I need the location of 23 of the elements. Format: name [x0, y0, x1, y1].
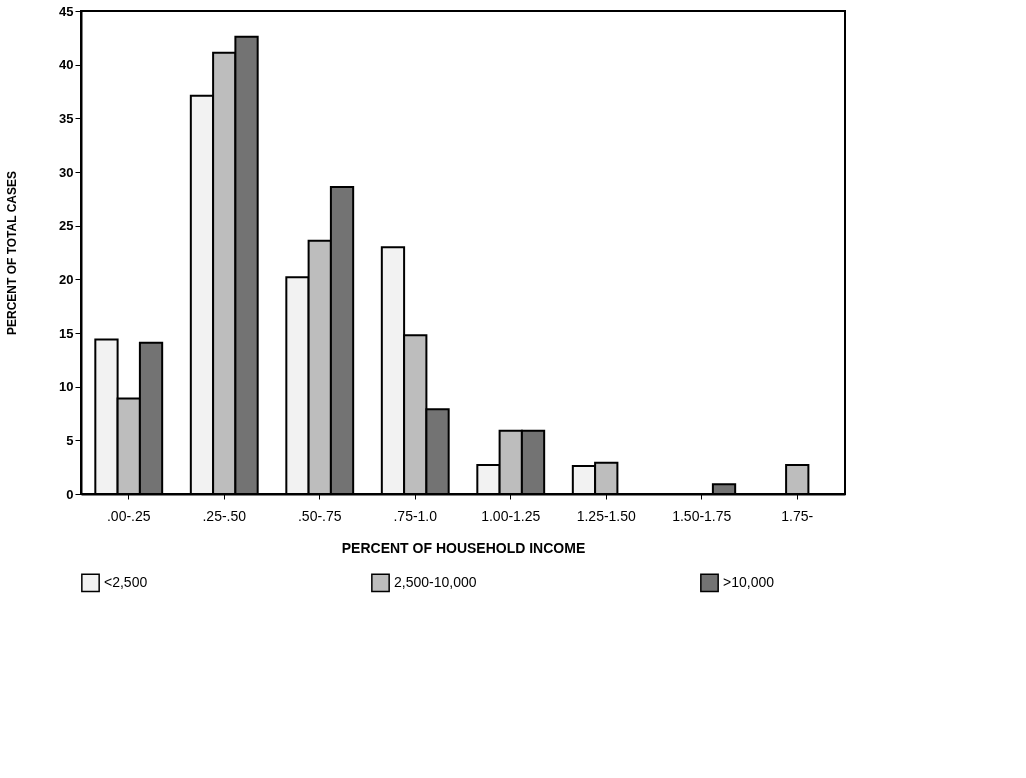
- x-tick-label: 1.25-1.50: [576, 507, 637, 524]
- y-tick-label: 10: [59, 379, 74, 395]
- x-tick-label: 1.75-: [781, 507, 814, 524]
- x-tick-label: 1.00-1.25: [481, 507, 541, 524]
- legend-label: 2,500-10,000: [394, 573, 477, 590]
- y-tick-label: 45: [59, 3, 74, 19]
- y-tick-label: 5: [66, 432, 74, 448]
- x-tick-label: .50-.75: [297, 507, 342, 524]
- y-tick-label: 35: [59, 110, 74, 126]
- x-axis-title: PERCENT OF HOUSEHOLD INCOME: [341, 539, 586, 556]
- x-tick-label: .00-.25: [106, 507, 151, 524]
- x-tick-label: .25-.50: [202, 507, 247, 524]
- y-tick-label: 40: [59, 57, 74, 73]
- x-tick-label: .75-1.0: [393, 507, 438, 524]
- y-tick-label: 15: [59, 325, 74, 341]
- y-tick-label: 20: [59, 271, 74, 287]
- y-axis-title: PERCENT OF TOTAL CASES: [5, 170, 20, 336]
- y-tick-label: 25: [59, 218, 74, 234]
- legend-label: <2,500: [104, 573, 148, 590]
- y-tick-label: 0: [66, 486, 74, 502]
- x-tick-label: 1.50-1.75: [672, 507, 732, 524]
- legend-label: >10,000: [723, 573, 775, 590]
- y-tick-label: 30: [59, 164, 74, 180]
